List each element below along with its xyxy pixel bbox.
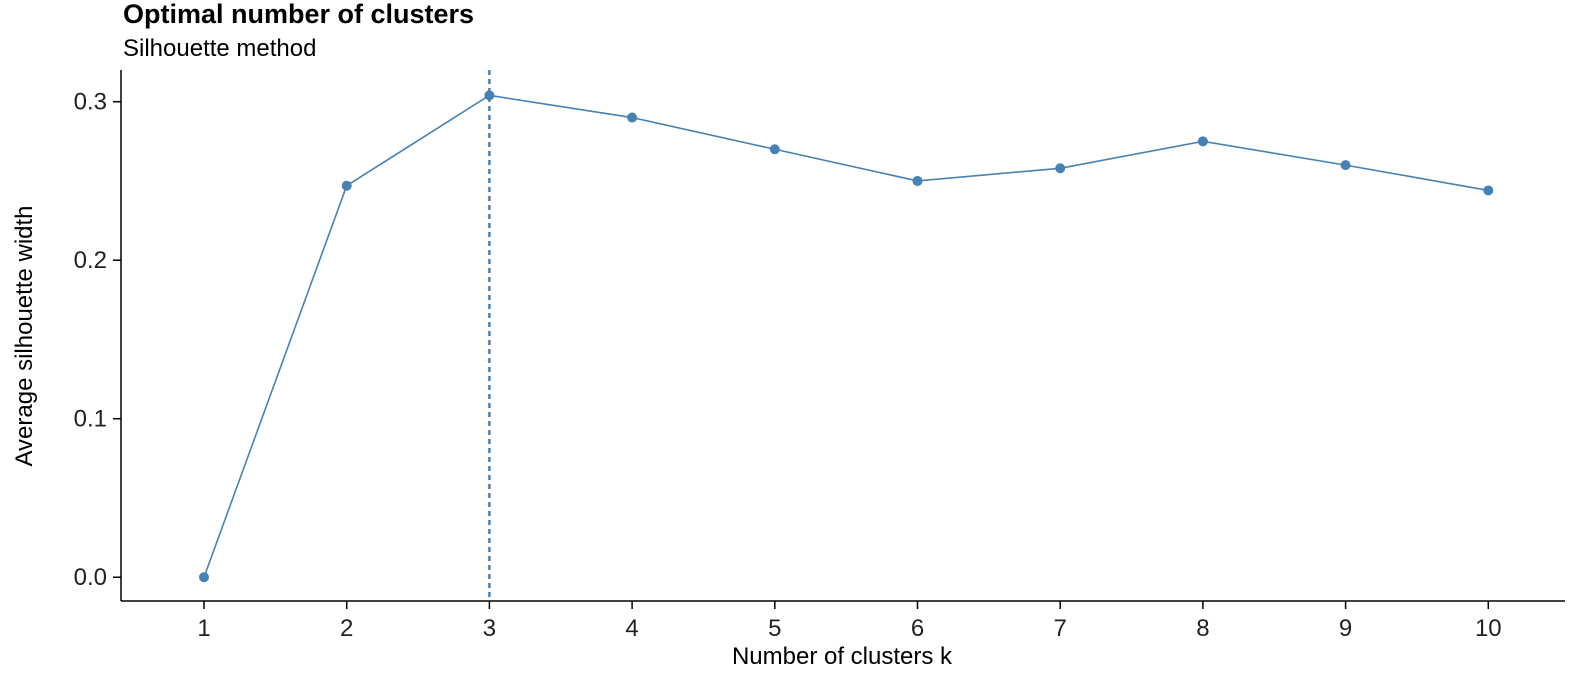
- x-tick-label: 8: [1196, 615, 1209, 642]
- data-points: [199, 90, 1494, 583]
- x-tick-label: 3: [483, 615, 496, 642]
- data-point: [627, 112, 638, 123]
- data-point: [1197, 136, 1208, 147]
- x-tick-label: 1: [197, 615, 210, 642]
- data-point: [769, 144, 780, 155]
- x-axis-label: Number of clusters k: [732, 643, 953, 670]
- data-point: [1055, 163, 1066, 174]
- silhouette-series-line: [203, 94, 1489, 578]
- data-point: [1340, 160, 1351, 171]
- x-tick-label: 5: [768, 615, 781, 642]
- y-tick-label: 0.3: [74, 89, 107, 116]
- chart-title: Optimal number of clusters: [123, 0, 474, 29]
- chart-subtitle: Silhouette method: [123, 35, 316, 62]
- y-tick-label: 0.2: [74, 247, 107, 274]
- x-tick-label: 10: [1475, 615, 1502, 642]
- x-tick-label: 2: [340, 615, 353, 642]
- y-axis-label: Average silhouette width: [11, 205, 38, 466]
- y-tick-label: 0.0: [74, 564, 107, 591]
- x-axis-ticks: 1 2 3 4 5 6 7 8 9 10: [197, 601, 1502, 642]
- y-tick-label: 0.1: [74, 406, 107, 433]
- x-tick-label: 6: [911, 615, 924, 642]
- data-point: [341, 180, 352, 191]
- data-point: [484, 90, 495, 101]
- x-tick-label: 7: [1054, 615, 1067, 642]
- data-point: [1483, 185, 1494, 196]
- y-axis-ticks: 0.0 0.1 0.2 0.3: [74, 89, 121, 591]
- x-tick-label: 9: [1339, 615, 1352, 642]
- x-tick-label: 4: [625, 615, 638, 642]
- data-point: [912, 175, 923, 186]
- data-point: [199, 572, 209, 583]
